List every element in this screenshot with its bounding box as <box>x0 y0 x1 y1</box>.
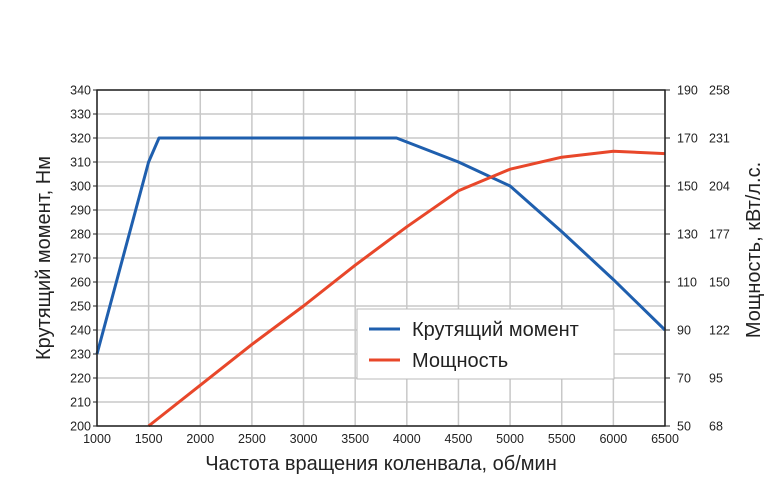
legend: Крутящий момент Мощность <box>356 308 615 380</box>
y-tick-label: 230 <box>70 348 91 362</box>
x-tick-label: 6500 <box>651 432 679 446</box>
y-tick-label: 250 <box>70 300 91 314</box>
legend-box <box>356 308 615 380</box>
x-tick-label: 2500 <box>238 432 266 446</box>
y-tick-label: 260 <box>70 276 91 290</box>
y2-tick-label-kw: 90 <box>677 324 691 338</box>
y-tick-label: 220 <box>70 372 91 386</box>
y-tick-label: 240 <box>70 324 91 338</box>
y-tick-label: 330 <box>70 108 91 122</box>
y2-tick-label-hp: 122 <box>709 324 730 338</box>
x-tick-label: 3000 <box>290 432 318 446</box>
axis-ticks: 1000 1500 2000 2500 3000 3500 4000 4500 5000 5500… <box>70 84 730 447</box>
legend-label-power: Мощность <box>412 350 508 372</box>
y-axis-label: Крутящий момент, Нм <box>33 156 55 360</box>
y2-tick-label-hp: 204 <box>709 180 730 194</box>
y2-tick-label-hp: 258 <box>709 84 730 98</box>
y2-tick-label-hp: 177 <box>709 228 730 242</box>
y-tick-label: 290 <box>70 204 91 218</box>
x-tick-label: 1500 <box>135 432 163 446</box>
x-tick-label: 6000 <box>599 432 627 446</box>
legend-label-torque: Крутящий момент <box>412 319 579 341</box>
y-tick-label: 310 <box>70 156 91 170</box>
x-tick-label: 5000 <box>496 432 524 446</box>
y2-tick-label-kw: 70 <box>677 372 691 386</box>
y2-axis-label: Мощность, кВт/л.с. <box>743 162 764 338</box>
x-tick-label: 4000 <box>393 432 421 446</box>
torque-line <box>95 136 667 355</box>
y2-tick-label-kw: 110 <box>677 276 697 290</box>
y-tick-label: 280 <box>70 228 91 242</box>
y2-tick-label-kw: 50 <box>677 420 691 434</box>
y2-tick-label-kw: 190 <box>677 84 698 98</box>
y-tick-label: 200 <box>70 420 91 434</box>
y2-tick-label-kw: 150 <box>677 180 698 194</box>
x-axis-label: Частота вращения коленвала, об/мин <box>205 453 557 475</box>
y-tick-label: 270 <box>70 252 91 266</box>
x-tick-label: 5500 <box>548 432 576 446</box>
y2-tick-label-kw: 130 <box>677 228 698 242</box>
x-tick-label: 3500 <box>341 432 369 446</box>
x-tick-label: 4500 <box>445 432 473 446</box>
y2-tick-label-hp: 95 <box>709 372 723 386</box>
y2-tick-label-hp: 231 <box>709 132 730 146</box>
plot-frame <box>96 89 666 427</box>
power-line <box>147 149 666 428</box>
y-tick-label: 340 <box>70 84 91 98</box>
series-lines <box>95 136 667 428</box>
x-tick-label: 2000 <box>186 432 214 446</box>
y-tick-label: 320 <box>70 132 91 146</box>
y2-tick-label-hp: 150 <box>709 276 730 290</box>
y-tick-label: 300 <box>70 180 91 194</box>
y-tick-label: 210 <box>70 396 91 410</box>
x-tick-label: 1000 <box>83 432 111 446</box>
y2-tick-label-kw: 170 <box>677 132 698 146</box>
y2-tick-label-hp: 68 <box>709 420 723 434</box>
